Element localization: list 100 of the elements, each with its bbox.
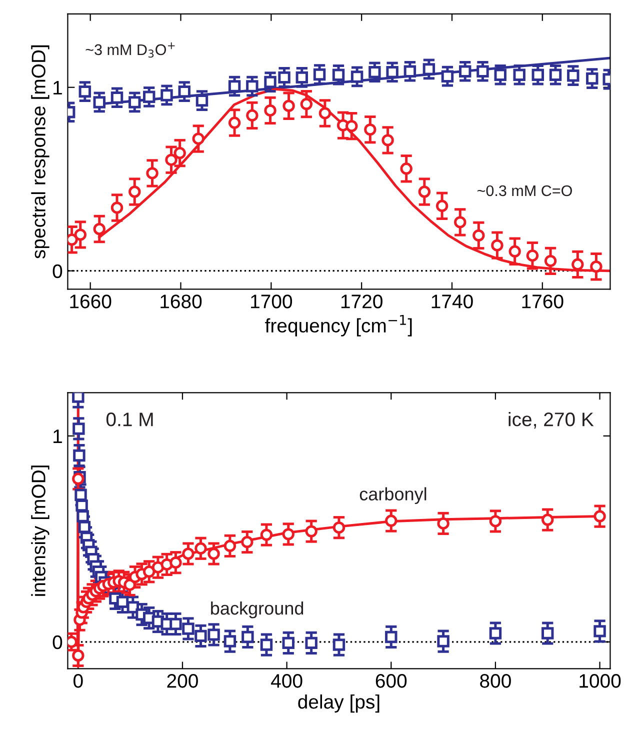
point (567, 69, 580, 82)
point (146, 167, 158, 180)
annotation: background (211, 601, 304, 618)
point (74, 228, 86, 241)
point (110, 202, 124, 214)
point (437, 635, 450, 648)
point (72, 392, 84, 403)
point (260, 638, 273, 651)
point (350, 70, 364, 83)
point (278, 71, 290, 84)
point (264, 104, 276, 117)
point (208, 628, 220, 641)
x-tick-label: 800 (480, 674, 511, 688)
point (128, 186, 141, 198)
annotation: 0.1 M (106, 412, 153, 426)
x-tick-label: 1720 (341, 294, 382, 308)
point (476, 65, 489, 78)
point (128, 96, 141, 108)
point (260, 528, 273, 541)
point (305, 636, 318, 650)
point (110, 92, 124, 104)
point (590, 260, 602, 273)
point (178, 85, 190, 98)
point (246, 109, 258, 122)
point (346, 120, 358, 132)
point (208, 548, 220, 560)
point (246, 80, 258, 92)
point (491, 239, 504, 252)
point (489, 515, 502, 528)
y-tick-label: 1 (54, 430, 62, 443)
annotation: carbonyl (360, 487, 426, 504)
point (368, 66, 381, 78)
point (400, 162, 412, 175)
y-tick-label: 0 (52, 264, 62, 278)
point (300, 98, 313, 110)
point (78, 520, 91, 534)
x-axis-title: frequency [cm$^{−1}$] (265, 314, 412, 336)
x-tick-label: 400 (271, 674, 302, 688)
y-tick-label: 1 (54, 81, 62, 94)
point (282, 100, 295, 112)
point (532, 68, 544, 81)
point (382, 134, 394, 146)
point (332, 521, 346, 534)
point (182, 548, 194, 560)
point (458, 65, 472, 78)
point (170, 618, 182, 630)
point (194, 630, 207, 642)
point (228, 116, 241, 129)
point (196, 94, 208, 107)
point (194, 542, 207, 555)
point (142, 90, 156, 103)
point (72, 649, 84, 662)
point (549, 68, 562, 81)
annotation: ice, 270 K (508, 412, 594, 429)
x-axis-title: delay [ps] (298, 694, 380, 713)
y-axis-title: intensity [mOD] (31, 466, 50, 596)
point (74, 488, 87, 501)
point (586, 72, 598, 85)
point (318, 107, 332, 120)
point (76, 499, 88, 512)
point (332, 68, 345, 81)
point (386, 66, 398, 78)
point (165, 154, 178, 166)
point (282, 636, 294, 650)
point (93, 96, 106, 108)
point (544, 254, 557, 268)
point (192, 132, 204, 145)
point (224, 635, 236, 648)
point (494, 68, 506, 81)
point (594, 625, 606, 638)
y-axis-title: spectral response [mOD] (31, 45, 50, 259)
y-tick-label: 0 (52, 635, 62, 650)
point (441, 70, 454, 82)
point (174, 146, 186, 160)
point (572, 258, 584, 271)
point (152, 561, 164, 574)
point (364, 123, 376, 136)
annotation: ~0.3 mM C=O (477, 185, 572, 196)
point (437, 517, 450, 530)
point (542, 627, 554, 640)
point (422, 63, 436, 76)
point (264, 76, 276, 88)
point (332, 638, 346, 651)
x-tick-label: 1000 (580, 674, 621, 688)
point (542, 514, 554, 526)
point (526, 250, 539, 262)
point (241, 536, 254, 548)
x-tick-label: 0 (74, 674, 83, 688)
point (404, 65, 416, 78)
point (72, 422, 85, 435)
point (126, 601, 140, 614)
point (182, 622, 194, 635)
point (282, 528, 294, 540)
x-tick-label: 200 (167, 674, 198, 688)
point (296, 71, 308, 84)
point (594, 510, 606, 522)
x-tick-label: 1660 (70, 294, 112, 308)
point (170, 556, 182, 569)
x-tick-label: 600 (376, 674, 407, 688)
point (160, 89, 173, 102)
